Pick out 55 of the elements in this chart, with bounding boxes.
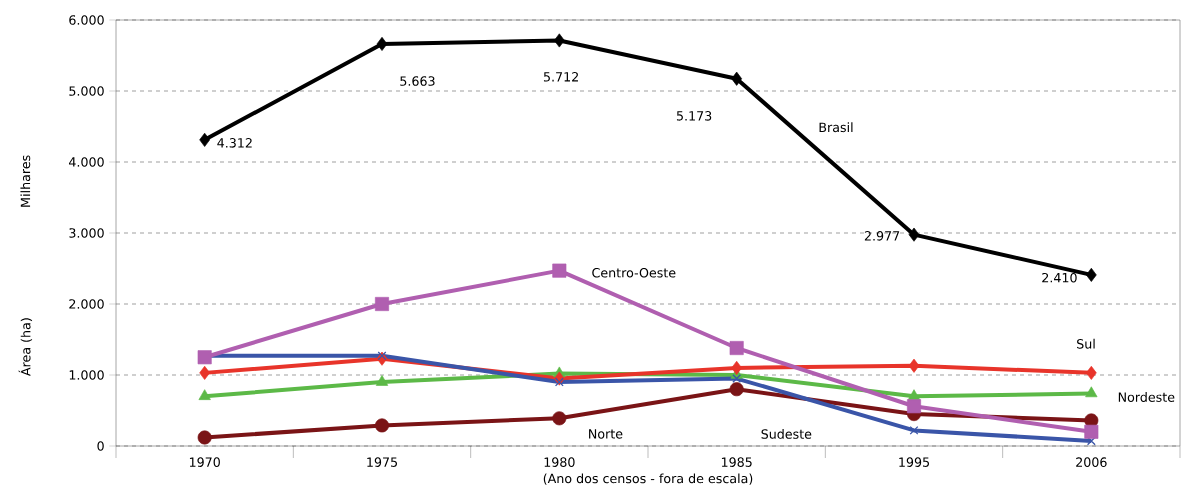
point <box>908 358 920 373</box>
point <box>375 297 390 312</box>
x-tick-label: 1985 <box>721 457 752 467</box>
x-tick-label: 1980 <box>544 457 575 467</box>
series-label: Centro-Oeste <box>592 267 676 278</box>
point <box>1085 386 1098 398</box>
data-label: 5.663 <box>400 76 435 86</box>
point <box>731 71 743 86</box>
point <box>375 375 389 386</box>
y-tick-label: 1.000 <box>69 370 104 380</box>
point <box>198 389 211 400</box>
text: Sudeste <box>761 429 812 439</box>
x-axis-title: (Ano dos censos - fora de escala) <box>543 473 753 485</box>
point <box>1084 424 1099 439</box>
point <box>377 351 387 361</box>
data-label: 5.173 <box>676 111 712 121</box>
text: Milhares <box>20 155 31 207</box>
point <box>554 377 564 387</box>
y-axis-title: Área (ha) <box>18 318 33 376</box>
point <box>554 33 565 48</box>
y-tick-label: 0 <box>97 441 104 451</box>
series-label: Brasil <box>819 122 853 133</box>
series-label: Norte <box>589 429 623 439</box>
series-label: Sul <box>1077 338 1095 349</box>
point <box>907 389 921 400</box>
point <box>552 263 567 278</box>
y-tick-label: 6.000 <box>69 15 104 25</box>
x-tick-label: 2006 <box>1076 457 1107 467</box>
point <box>908 227 920 242</box>
x-tick-label: 1970 <box>189 457 220 467</box>
y-tick-label: 5.000 <box>69 86 104 96</box>
x-tick-label: 1975 <box>367 457 398 467</box>
y-tick-label: 2.000 <box>69 299 104 309</box>
data-label: 2.410 <box>1042 272 1077 283</box>
point <box>197 430 212 445</box>
point <box>375 418 390 433</box>
point <box>1085 267 1097 282</box>
point <box>552 411 567 426</box>
y-tick-label: 3.000 <box>69 228 104 238</box>
y-tick-label: 4.000 <box>68 157 104 167</box>
point <box>732 374 742 383</box>
point <box>197 350 212 365</box>
point <box>199 132 211 147</box>
x-tick-label: 1995 <box>899 457 930 467</box>
point <box>729 382 744 397</box>
point <box>907 399 922 414</box>
point <box>729 341 744 356</box>
point <box>731 360 743 375</box>
data-label: 4.312 <box>217 138 252 148</box>
point <box>376 36 388 51</box>
data-label: 5.712 <box>543 72 578 82</box>
point <box>199 365 211 380</box>
data-label: 2.977 <box>864 231 900 241</box>
point <box>1085 365 1097 380</box>
series-label: Nordeste <box>1118 392 1175 402</box>
